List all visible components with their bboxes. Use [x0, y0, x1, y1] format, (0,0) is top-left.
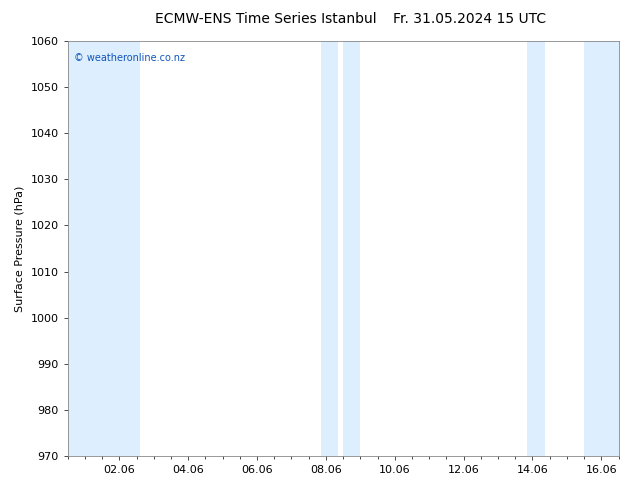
- Text: ECMW-ENS Time Series Istanbul: ECMW-ENS Time Series Istanbul: [155, 12, 377, 26]
- Bar: [527, 41, 545, 456]
- Bar: [68, 41, 119, 456]
- Bar: [343, 41, 360, 456]
- Y-axis label: Surface Pressure (hPa): Surface Pressure (hPa): [15, 185, 25, 312]
- Bar: [321, 41, 338, 456]
- Text: © weatheronline.co.nz: © weatheronline.co.nz: [74, 52, 185, 63]
- Bar: [584, 41, 619, 456]
- Text: Fr. 31.05.2024 15 UTC: Fr. 31.05.2024 15 UTC: [392, 12, 546, 26]
- Bar: [119, 41, 140, 456]
